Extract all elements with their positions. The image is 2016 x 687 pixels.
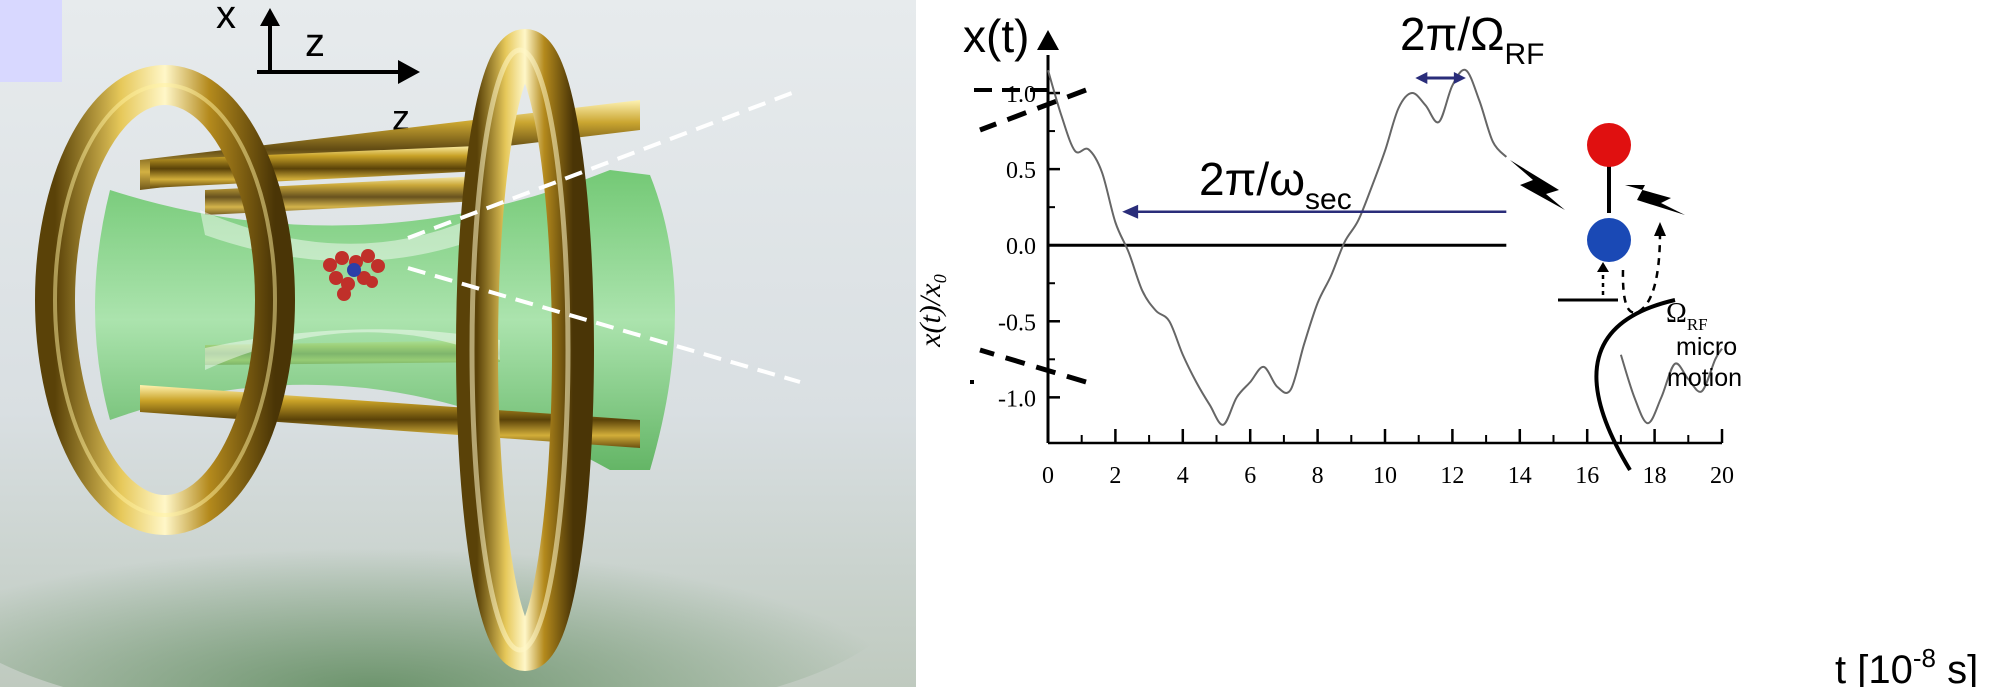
inset-motion-label: motion [1667,364,1742,392]
laser-bolt-right [1625,185,1685,215]
y-axis-arrowhead [1037,30,1059,50]
plot-content: 0 2 4 6 8 10 12 14 16 18 201.00.50.0-0.5-1.0 x(t) … [916,0,2016,687]
axis-z-label-secondary: z [392,97,410,138]
x-tick-label: 6 [1244,463,1256,489]
blue-ion [1587,218,1631,262]
corner-swatch [0,0,62,82]
axis-x-label: x [216,0,236,37]
zoom-lines [407,88,801,384]
annotation-layer [1122,72,1507,219]
right-ring-electrode [456,29,594,671]
axis-z-label: z [305,21,325,65]
trajectory-series-0 [1047,68,1508,426]
micromotion-inset: ΩRF micro motion [1510,123,1742,472]
x-tick-label: 2 [1109,463,1121,489]
trap-illustration: x z z [0,0,916,687]
left-ring-electrode [35,65,295,535]
secular-period-label: 2π/ωsec [1199,153,1352,216]
y-tick-label: 0.0 [1006,234,1036,260]
plot-svg: 0 2 4 6 8 10 12 14 16 18 201.00.50.0-0.5-1.0 x(t) … [916,0,2016,687]
inset-micro-label: micro [1676,333,1737,361]
trajectory-series-1 [1619,348,1723,425]
x-tick-label: 8 [1312,463,1324,489]
zoom-lines-plot-side [979,87,1087,385]
x-tick-label: 0 [1042,463,1054,489]
floor-shadow [0,470,900,687]
rf-arrowhead-right [1453,72,1466,84]
inset-rf-label: ΩRF [1666,298,1708,334]
x-axis-label: t [10-8 s] [1835,643,1978,687]
x-tick-label: 18 [1643,463,1667,489]
y-tick-label: 0.5 [1006,158,1036,184]
x-tick-label: 16 [1575,463,1599,489]
tick-layer: 0 2 4 6 8 10 12 14 16 18 20 1.0 0.5 0.0 -0.5 -1.0 [998,82,1734,489]
ion-crystal [323,249,385,301]
x-tick-label: 14 [1508,463,1532,489]
y-axis-label: x(t)/x₀ [916,273,947,348]
x-tick-label: 12 [1440,463,1464,489]
trapping-field-volume [95,170,675,470]
rf-arrowhead-left [1415,72,1428,84]
micromotion-loop [1621,231,1662,314]
axes-indicator: x z z [216,0,420,138]
curve-layer [1047,68,1723,426]
trap-scene-svg: x z z [0,0,916,687]
secular-potential-curve [1594,298,1676,472]
x-tick-label: 10 [1373,463,1397,489]
rf-period-label: 2π/ΩRF [1400,8,1545,71]
trajectory-plot: 0 2 4 6 8 10 12 14 16 18 20 1.0 0.5 0.0 -0.5 -1.0 x(t) … [916,0,2016,687]
y-tick-label: 1.0 [1006,82,1036,108]
x-tick-label: 20 [1710,463,1734,489]
plot-title: x(t) [963,10,1029,62]
secular-arrowhead [1122,204,1139,219]
x-tick-label: 4 [1177,463,1189,489]
y-tick-label: -1.0 [998,386,1036,412]
red-ion [1587,123,1631,167]
laser-bolt-left [1510,160,1565,210]
y-tick-label: -0.5 [998,310,1036,336]
